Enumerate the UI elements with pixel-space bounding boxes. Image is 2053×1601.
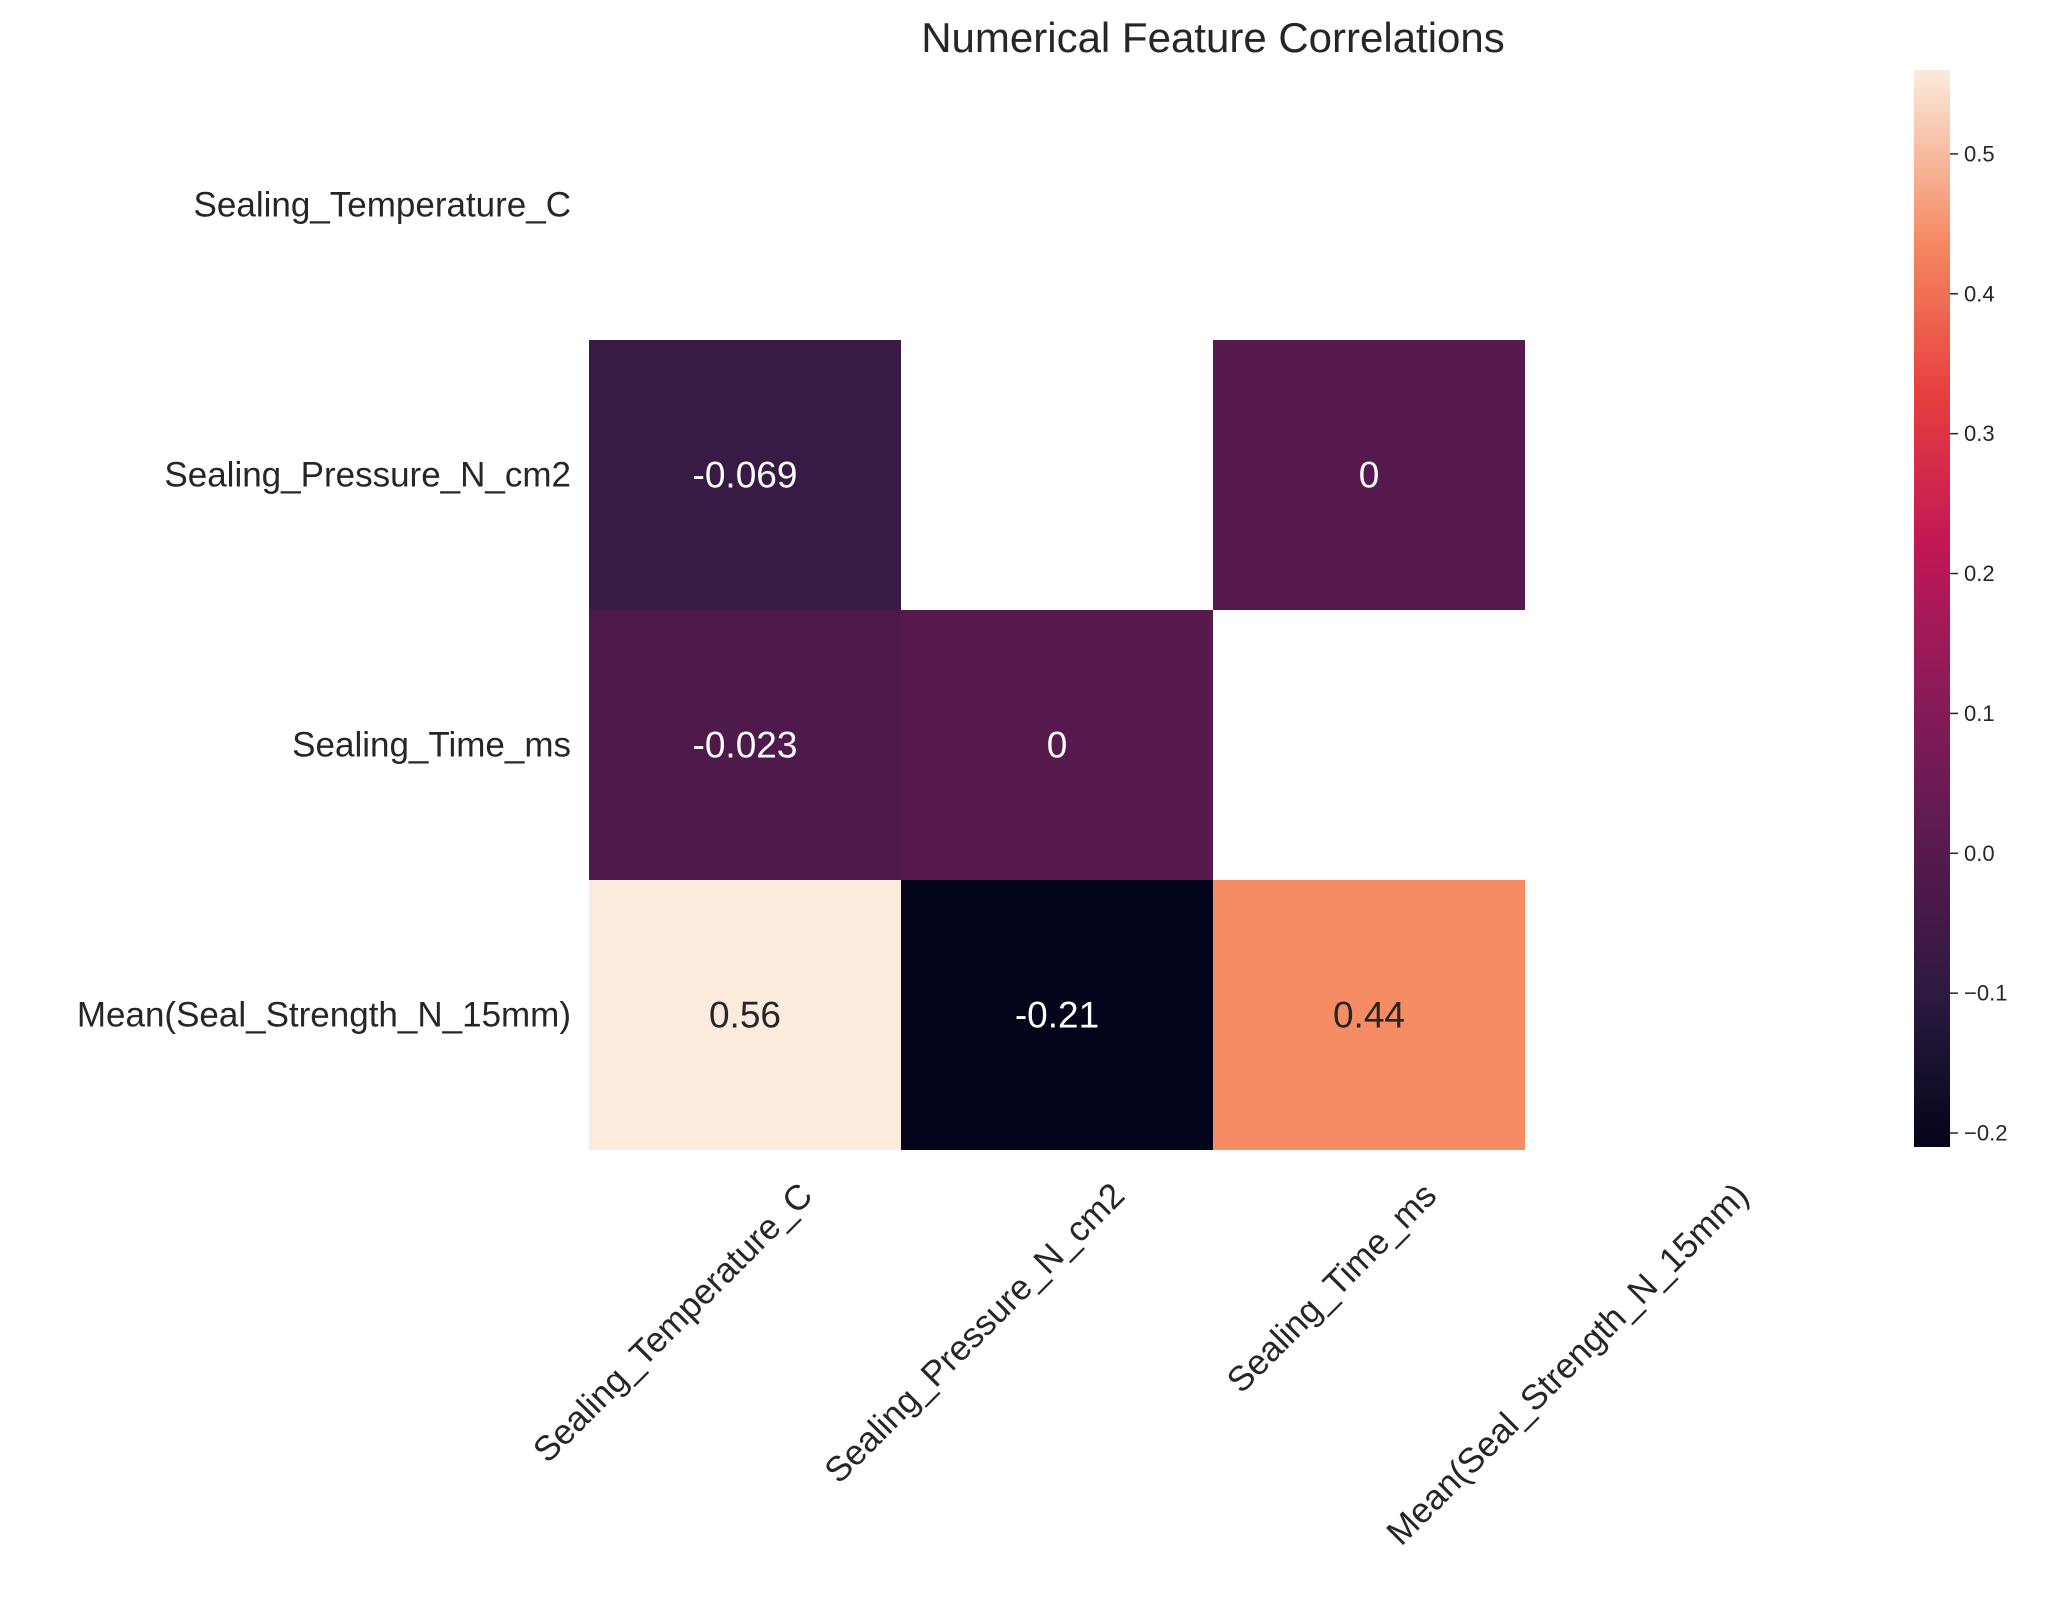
- cell-annotation: -0.21: [1015, 995, 1099, 1036]
- y-tick-label: Sealing_Time_ms: [292, 726, 571, 765]
- chart-title: Numerical Feature Correlations: [921, 14, 1505, 61]
- colorbar-tick-label: 0.1: [1964, 701, 1995, 726]
- cell-annotations: -0.069 0 -0.023 0 0.56 -0.21 0.44: [693, 455, 1405, 1036]
- y-tick-label: Sealing_Pressure_N_cm2: [164, 456, 571, 495]
- y-axis-tick-labels: Sealing_Temperature_C Sealing_Pressure_N_…: [77, 186, 571, 1035]
- cell-annotation: -0.023: [693, 725, 798, 766]
- colorbar-ticks: −0.2 −0.1 0.0 0.1 0.2 0.3 0.4 0.5: [1950, 141, 2007, 1146]
- heatmap-cells: [589, 340, 1525, 1150]
- colorbar-tick-label: 0.0: [1964, 841, 1995, 866]
- colorbar: [1914, 70, 1950, 1147]
- colorbar-tick-label: 0.5: [1964, 141, 1995, 166]
- x-tick-label: Sealing_Time_ms: [1219, 1176, 1444, 1401]
- heatmap-cell: [1213, 880, 1525, 1150]
- colorbar-tick-label: −0.1: [1964, 981, 2007, 1006]
- heatmap-cell: [901, 880, 1213, 1150]
- heatmap-cell: [1213, 340, 1525, 610]
- colorbar-gradient: [1914, 70, 1950, 1147]
- x-axis-tick-labels: Sealing_Temperature_CSealing_Pressure_N_…: [526, 1176, 1756, 1553]
- cell-annotation: 0.56: [709, 995, 781, 1036]
- x-tick-label: Mean(Seal_Strength_N_15mm): [1379, 1176, 1756, 1553]
- colorbar-tick-label: −0.2: [1964, 1121, 2007, 1146]
- cell-annotation: 0: [1359, 455, 1380, 496]
- colorbar-tick-label: 0.2: [1964, 561, 1995, 586]
- heatmap-cell: [589, 880, 901, 1150]
- cell-annotation: 0.44: [1333, 995, 1405, 1036]
- heatmap-cell: [589, 340, 901, 610]
- y-tick-label: Mean(Seal_Strength_N_15mm): [77, 996, 571, 1035]
- y-tick-label: Sealing_Temperature_C: [194, 186, 571, 225]
- heatmap-cell: [589, 610, 901, 880]
- x-tick-label: Sealing_Temperature_C: [526, 1176, 820, 1470]
- x-tick-label: Sealing_Pressure_N_cm2: [817, 1176, 1132, 1491]
- colorbar-tick-label: 0.4: [1964, 281, 1995, 306]
- cell-annotation: 0: [1047, 725, 1068, 766]
- cell-annotation: -0.069: [693, 455, 798, 496]
- colorbar-tick-label: 0.3: [1964, 421, 1995, 446]
- heatmap-cell: [901, 610, 1213, 880]
